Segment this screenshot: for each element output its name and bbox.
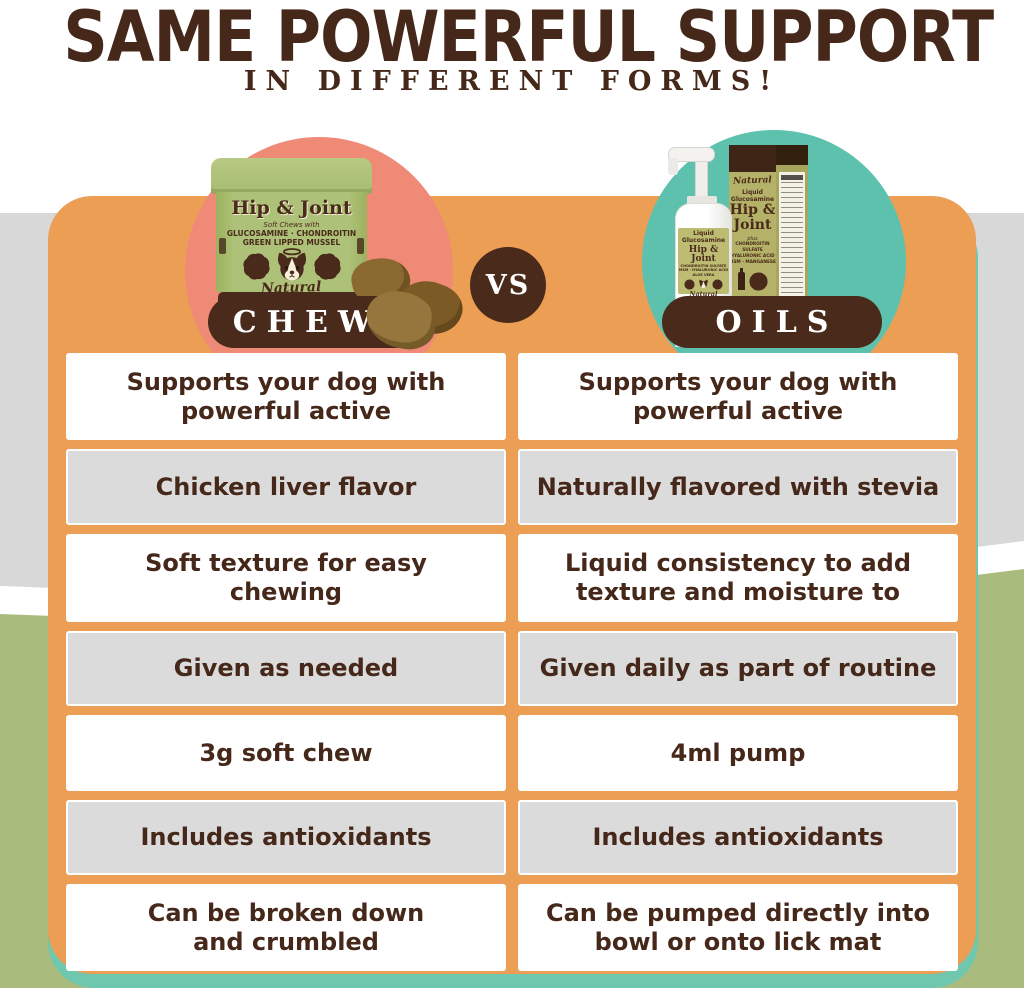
chews-tub-lid xyxy=(211,158,372,194)
oils-bottle-art-row xyxy=(683,278,724,291)
starburst-badge-icon xyxy=(683,278,696,291)
page-title-text: SAME POWERFUL SUPPORT xyxy=(63,0,994,78)
table-cell-chews: Includes antioxidants xyxy=(66,800,506,875)
pump-collar xyxy=(695,161,708,199)
chews-tub-ingredient-1: GLUCOSAMINE · CHONDROITIN xyxy=(226,229,357,238)
oils-bottle-ingredient-1: CHONDROITIN SULFATE xyxy=(680,263,727,268)
table-cell-chews: Given as needed xyxy=(66,631,506,706)
table-row: Soft texture for easy chewing Liquid con… xyxy=(66,534,958,622)
starburst-badge-icon xyxy=(711,278,724,291)
table-row: Supports your dog with powerful active S… xyxy=(66,353,958,440)
oils-box-ingredient-2: HYALURONIC ACID xyxy=(730,253,775,259)
oils-bottle-ingredient-3: ALOE VERA xyxy=(692,272,715,277)
page-title: SAME POWERFUL SUPPORT xyxy=(0,2,1024,72)
chews-tub-title: Hip & Joint xyxy=(231,197,352,219)
oils-bottle-type: Liquid Glucosamine xyxy=(681,230,726,244)
chews-tub-label: Hip & Joint Soft Chews with GLUCOSAMINE … xyxy=(216,192,367,302)
oils-bottle-label: Liquid Glucosamine Hip & Joint CHONDROIT… xyxy=(678,228,729,298)
table-cell-oils: Includes antioxidants xyxy=(518,800,958,875)
oils-box-title-1: Hip & xyxy=(729,202,776,219)
oils-box-plus: plus xyxy=(747,235,758,242)
oils-bottle-title: Hip & Joint xyxy=(688,244,719,264)
tub-side-icon xyxy=(357,238,364,254)
oils-bottle-ingredient-2: MSM · HYALURONIC ACID xyxy=(678,268,729,273)
page-subtitle: IN DIFFERENT FORMS! xyxy=(243,66,781,97)
tub-side-icon xyxy=(219,238,226,254)
starburst-badge-icon xyxy=(312,252,342,282)
table-cell-chews: Can be broken down and crumbled xyxy=(66,884,506,971)
oils-bottle-brand: Natural xyxy=(689,290,718,299)
oils-box-ingredient-1: CHONDROITIN SULFATE xyxy=(735,241,770,253)
pump-neck xyxy=(687,196,717,205)
table-row: Given as needed Given daily as part of r… xyxy=(66,631,958,706)
dog-icon xyxy=(277,247,306,281)
starburst-badge-icon xyxy=(747,270,770,292)
table-cell-oils: Can be pumped directly into bowl or onto… xyxy=(518,884,958,971)
dog-icon xyxy=(699,280,708,289)
oils-box-title-2: Joint xyxy=(733,217,772,234)
table-row: Includes antioxidants Includes antioxida… xyxy=(66,800,958,875)
starburst-badge-icon xyxy=(241,252,271,282)
table-cell-chews: Supports your dog with powerful active xyxy=(66,353,506,440)
table-cell-oils: Given daily as part of routine xyxy=(518,631,958,706)
comparison-table: Supports your dog with powerful active S… xyxy=(66,353,958,971)
chews-tub-subtitle: Soft Chews with xyxy=(263,221,320,229)
chews-tub-art-row xyxy=(241,247,342,284)
table-cell-chews: Soft texture for easy chewing xyxy=(66,534,506,622)
chews-tub-ingredient-2: GREEN LIPPED MUSSEL xyxy=(242,238,341,248)
table-cell-oils: Naturally flavored with stevia xyxy=(518,449,958,525)
table-row: 3g soft chew 4ml pump xyxy=(66,715,958,791)
table-cell-oils: Liquid consistency to add texture and mo… xyxy=(518,534,958,622)
pump-spout xyxy=(668,158,678,175)
pump-head xyxy=(668,147,715,162)
table-cell-chews: 3g soft chew xyxy=(66,715,506,791)
oils-header-pill: OILS xyxy=(662,296,882,348)
table-cell-oils: Supports your dog with powerful active xyxy=(518,353,958,440)
table-row: Can be broken down and crumbled Can be p… xyxy=(66,884,958,971)
oils-box-ingredient-3: MSM · MANGANESE xyxy=(729,259,776,265)
oils-box-brand: Natural xyxy=(732,175,773,187)
vs-badge: VS xyxy=(470,247,546,323)
oils-box-art-row xyxy=(738,267,770,292)
table-row: Chicken liver flavor Naturally flavored … xyxy=(66,449,958,525)
bottle-icon xyxy=(738,267,745,290)
table-cell-oils: 4ml pump xyxy=(518,715,958,791)
oils-box-type: Liquid Glucosamine xyxy=(730,189,775,204)
table-cell-chews: Chicken liver flavor xyxy=(66,449,506,525)
